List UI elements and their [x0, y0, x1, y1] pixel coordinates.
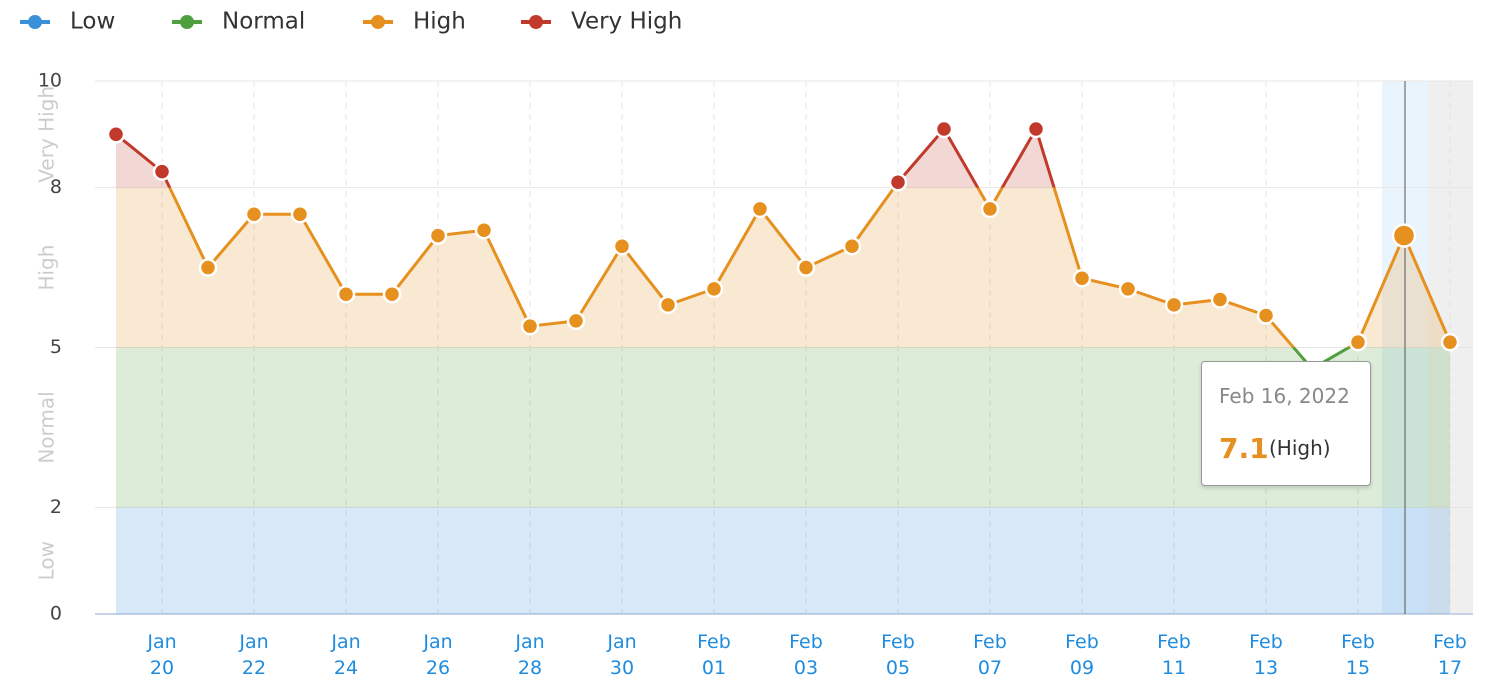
tooltip-level: (High) — [1269, 436, 1331, 460]
point — [1164, 295, 1184, 315]
x-tick-label: Feb 01 — [697, 631, 731, 679]
legend-icon-dot — [371, 15, 385, 29]
x-tick-label: Feb 05 — [881, 631, 915, 679]
band-label: Very High — [35, 86, 59, 183]
point — [1440, 332, 1460, 352]
point — [1026, 119, 1046, 139]
tooltip: Feb 16, 2022 7.1 (High) — [1201, 361, 1371, 486]
legend-label: Low — [70, 9, 115, 35]
point — [1072, 268, 1092, 288]
point — [934, 119, 954, 139]
point — [980, 199, 1000, 219]
y-tick-label: 2 — [50, 496, 62, 518]
x-tick-label: Feb 15 — [1341, 631, 1375, 679]
point — [428, 226, 448, 245]
point — [612, 236, 632, 256]
legend-label: Very High — [571, 9, 682, 35]
point — [244, 205, 264, 224]
band-label: High — [35, 245, 59, 291]
point — [382, 284, 402, 304]
point — [198, 258, 218, 277]
x-tick-label: Feb 13 — [1249, 631, 1283, 679]
point — [566, 311, 586, 331]
x-tick-label: Jan 28 — [515, 631, 545, 679]
x-tick-label: Feb 07 — [973, 631, 1007, 679]
y-tick-label: 0 — [50, 603, 62, 625]
y-tick-label: 8 — [50, 176, 62, 198]
point — [1348, 332, 1368, 352]
legend-label: High — [413, 9, 466, 35]
legend-icon-dot — [180, 15, 194, 29]
x-tick-label: Jan 22 — [239, 631, 269, 679]
x-tick-label: Feb 17 — [1433, 631, 1467, 679]
point — [1210, 290, 1230, 309]
legend-label: Normal — [222, 9, 305, 35]
x-tick-label: Jan 20 — [147, 631, 177, 679]
point — [474, 220, 494, 240]
x-tick-label: Jan 24 — [331, 631, 361, 679]
point — [336, 284, 356, 304]
tooltip-date: Feb 16, 2022 — [1219, 384, 1350, 408]
point — [796, 258, 816, 277]
legend-icon-dot — [28, 15, 42, 29]
y-tick-label: 5 — [50, 336, 62, 358]
point — [520, 316, 540, 336]
band-label: Normal — [35, 391, 59, 463]
point — [750, 199, 770, 219]
point — [888, 173, 908, 192]
band-label: Low — [35, 541, 59, 580]
point — [842, 236, 862, 256]
tooltip-value: 7.1 — [1219, 432, 1269, 465]
x-tick-label: Jan 30 — [607, 631, 637, 679]
point — [704, 279, 724, 299]
area — [116, 128, 1450, 614]
point — [106, 125, 126, 144]
point — [1118, 279, 1138, 299]
x-tick-label: Feb 11 — [1157, 631, 1191, 679]
x-tick-label: Feb 03 — [789, 631, 823, 679]
x-tick-label: Feb 09 — [1065, 631, 1099, 679]
point — [1391, 223, 1417, 248]
point — [290, 205, 310, 224]
y-tick-label: 10 — [38, 70, 62, 92]
point — [1256, 306, 1276, 325]
x-tick-label: Jan 26 — [423, 631, 453, 679]
point — [658, 295, 678, 315]
legend-icon-dot — [529, 15, 543, 29]
point — [152, 162, 172, 181]
